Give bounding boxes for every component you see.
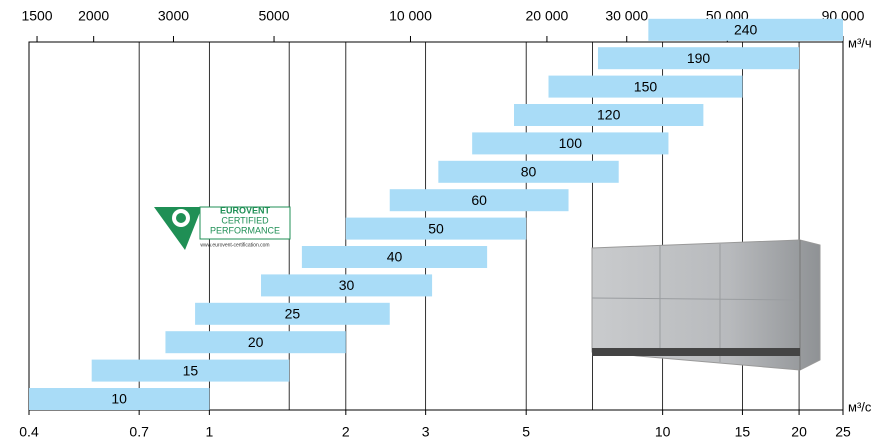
bar bbox=[261, 274, 433, 297]
x2-tick-label: 20 000 bbox=[526, 8, 569, 24]
bar-label: 20 bbox=[248, 334, 264, 350]
bar bbox=[597, 47, 800, 70]
ahu-image bbox=[591, 239, 821, 371]
x2-tick-label: 30 000 bbox=[605, 8, 648, 24]
x2-label: м³/ч bbox=[848, 35, 872, 50]
x-tick-label: 15 bbox=[735, 424, 751, 440]
bar bbox=[301, 246, 488, 268]
x-tick-label: 2 bbox=[342, 424, 350, 440]
logo-url: www.eurovent-certification.com bbox=[200, 242, 269, 248]
logo-text: CERTIFIED bbox=[221, 215, 269, 225]
x-tick-label: 1 bbox=[205, 424, 213, 440]
bar-label: 190 bbox=[687, 50, 711, 66]
bar bbox=[472, 132, 669, 155]
bar bbox=[195, 302, 390, 325]
eurovent-logo: EUROVENT CERTIFIED PERFORMANCE www.eurov… bbox=[154, 205, 291, 250]
bar bbox=[514, 104, 704, 126]
logo-text: EUROVENT bbox=[220, 205, 271, 215]
bar-label: 10 bbox=[111, 391, 127, 407]
bar bbox=[438, 160, 619, 183]
bar-label: 30 bbox=[339, 277, 355, 293]
x2-tick-label: 1500 bbox=[21, 8, 52, 24]
bar-label: 120 bbox=[597, 107, 621, 123]
logo-text: PERFORMANCE bbox=[210, 225, 280, 235]
bar-label: 50 bbox=[428, 220, 444, 236]
x-tick-label: 10 bbox=[655, 424, 671, 440]
bar-label: 100 bbox=[559, 135, 583, 151]
bar-label: 150 bbox=[634, 78, 658, 94]
bar-label: 15 bbox=[183, 362, 199, 378]
bar bbox=[345, 217, 527, 240]
x-tick-label: 25 bbox=[835, 424, 851, 440]
bar bbox=[29, 388, 210, 410]
x-tick-label: 20 bbox=[791, 424, 807, 440]
bar bbox=[91, 359, 290, 382]
bar-label: 60 bbox=[471, 192, 487, 208]
bar-label: 240 bbox=[734, 22, 758, 38]
bar bbox=[165, 331, 346, 354]
x2-tick-label: 5000 bbox=[258, 8, 289, 24]
x-tick-label: 5 bbox=[522, 424, 530, 440]
x-tick-label: 0.7 bbox=[129, 424, 149, 440]
bar bbox=[389, 189, 569, 212]
bar-label: 80 bbox=[521, 164, 537, 180]
bar-label: 40 bbox=[387, 249, 403, 265]
x2-tick-label: 3000 bbox=[158, 8, 189, 24]
bar bbox=[548, 75, 743, 98]
x2-tick-label: 2000 bbox=[78, 8, 109, 24]
x-tick-label: 3 bbox=[422, 424, 430, 440]
bar-label: 25 bbox=[285, 306, 301, 322]
x-label: м³/с bbox=[848, 399, 872, 414]
x2-tick-label: 10 000 bbox=[389, 8, 432, 24]
bar bbox=[648, 18, 843, 41]
x-tick-label: 0.4 bbox=[19, 424, 39, 440]
